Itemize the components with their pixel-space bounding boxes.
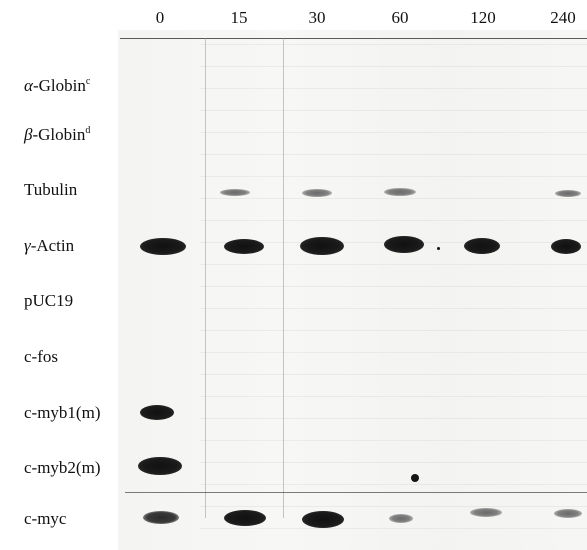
row-label-puc19: pUC19 xyxy=(24,291,74,310)
band-c-myc-60 xyxy=(389,514,413,523)
row-label-gamma-actin: γ-Actin xyxy=(24,236,75,255)
time-point-label: 60 xyxy=(391,8,409,27)
row-label-c-myc: c-myc xyxy=(24,509,67,528)
band-actin-60 xyxy=(384,236,424,253)
band-tubulin-240 xyxy=(555,190,581,197)
lane-divider xyxy=(283,38,284,518)
time-point-label: 15 xyxy=(230,8,248,27)
band-tubulin-30 xyxy=(302,189,332,197)
row-label-beta-globin: β-Globind xyxy=(24,125,91,144)
blot-membrane xyxy=(118,30,587,550)
row-label-alpha-globin: α-Globinc xyxy=(24,76,91,95)
blot-speck xyxy=(437,247,440,250)
band-c-myc-15 xyxy=(224,510,266,526)
band-actin-15 xyxy=(224,239,264,254)
row-label-c-myb2: c-myb2(m) xyxy=(24,458,101,477)
row-label-c-fos: c-fos xyxy=(24,347,58,366)
blot-speck xyxy=(411,474,419,482)
band-actin-0 xyxy=(140,238,186,255)
blot-divider-line xyxy=(125,492,587,493)
band-c-myc-240 xyxy=(554,509,582,518)
band-c-myc-0 xyxy=(143,511,179,524)
band-tubulin-15 xyxy=(220,189,250,196)
time-point-label: 120 xyxy=(470,8,496,27)
time-point-label: 0 xyxy=(155,8,165,27)
band-c-myb1-0 xyxy=(140,405,174,420)
time-point-label: 240 xyxy=(550,8,576,27)
row-label-c-myb1: c-myb1(m) xyxy=(24,403,101,422)
time-point-label: 30 xyxy=(308,8,326,27)
band-c-myc-120 xyxy=(470,508,502,517)
band-actin-120 xyxy=(464,238,500,254)
band-actin-30 xyxy=(300,237,344,255)
blot-top-edge xyxy=(120,38,587,39)
band-c-myb2-0 xyxy=(138,457,182,475)
band-tubulin-60 xyxy=(384,188,416,196)
band-actin-240 xyxy=(551,239,581,254)
band-c-myc-30 xyxy=(302,511,344,528)
bleed-through-text xyxy=(200,30,587,530)
lane-divider xyxy=(205,38,206,518)
row-label-tubulin: Tubulin xyxy=(24,180,78,199)
